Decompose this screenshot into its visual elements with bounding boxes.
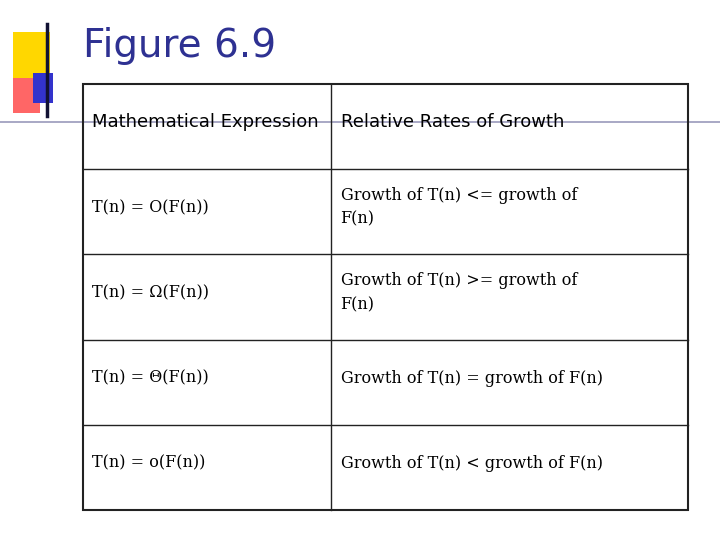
Text: T(n) = O(F(n)): T(n) = O(F(n)): [92, 199, 209, 216]
Text: Growth of T(n) >= growth of
F(n): Growth of T(n) >= growth of F(n): [341, 273, 577, 313]
Text: T(n) = Θ(F(n)): T(n) = Θ(F(n)): [92, 369, 209, 387]
FancyBboxPatch shape: [13, 32, 50, 78]
FancyBboxPatch shape: [33, 73, 53, 103]
FancyBboxPatch shape: [13, 78, 40, 113]
Text: Relative Rates of Growth: Relative Rates of Growth: [341, 113, 564, 131]
Text: Figure 6.9: Figure 6.9: [83, 27, 276, 65]
Text: Mathematical Expression: Mathematical Expression: [92, 113, 319, 131]
Text: T(n) = o(F(n)): T(n) = o(F(n)): [92, 455, 205, 472]
Text: Growth of T(n) = growth of F(n): Growth of T(n) = growth of F(n): [341, 369, 603, 387]
Text: Growth of T(n) < growth of F(n): Growth of T(n) < growth of F(n): [341, 455, 603, 472]
Text: Growth of T(n) <= growth of
F(n): Growth of T(n) <= growth of F(n): [341, 187, 577, 228]
Text: T(n) = Ω(F(n)): T(n) = Ω(F(n)): [92, 284, 209, 301]
